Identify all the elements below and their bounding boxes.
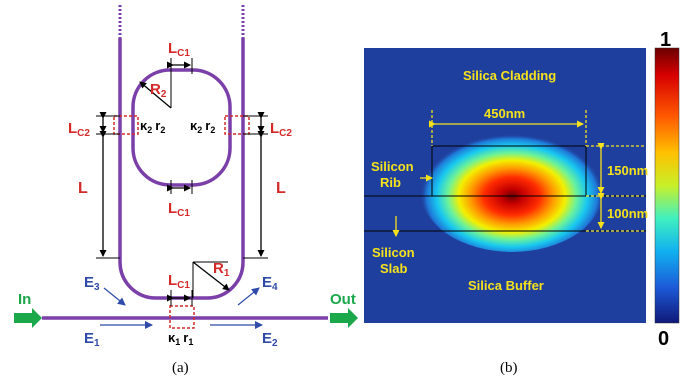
panel-a: In Out LC1 R2 κ2 r2 κ2 r2 LC2 — [14, 5, 358, 376]
mode-profile — [420, 128, 604, 252]
width-dimension: 450nm — [429, 106, 587, 146]
colorbar-min-label: 0 — [658, 328, 669, 350]
coupling-region-bottom — [169, 305, 195, 329]
caption-a: (a) — [172, 360, 189, 376]
input-arrow-icon — [14, 308, 42, 328]
slab-height-dimension: 100nm — [586, 193, 648, 232]
r1-radius: R1 — [192, 260, 230, 298]
e3-arrow — [103, 287, 126, 306]
svg-text:100nm: 100nm — [607, 206, 648, 221]
output-arrow-icon — [330, 308, 358, 328]
e3-label: E3 — [84, 274, 100, 293]
e2-label: E2 — [262, 330, 278, 349]
k1-label: κ1 r1 — [168, 330, 193, 347]
e4-arrow — [237, 287, 260, 306]
l-left-dimension: L — [78, 131, 120, 259]
panel-b: 450nm 150nm 100nm Silica Cladding Silica… — [364, 29, 680, 376]
e1-label: E1 — [84, 330, 100, 349]
svg-text:LC1: LC1 — [168, 272, 190, 291]
in-label: In — [18, 291, 31, 308]
svg-text:L: L — [276, 180, 286, 197]
caption-b: (b) — [500, 360, 518, 376]
svg-text:450nm: 450nm — [484, 106, 525, 121]
e4-label: E4 — [262, 274, 278, 293]
inner-ring — [131, 68, 232, 187]
rib-height-dimension: 150nm — [586, 143, 648, 197]
k2-left-label: κ2 r2 — [140, 118, 165, 135]
l-right-dimension: L — [243, 131, 286, 259]
r2-radius: R2 — [139, 74, 172, 109]
svg-text:LC1: LC1 — [168, 40, 190, 59]
silica-buffer-label: Silica Buffer — [468, 278, 544, 293]
coupling-region-right — [224, 115, 250, 135]
out-label: Out — [330, 291, 356, 308]
svg-text:L: L — [78, 180, 88, 197]
lc1-top-dimension: LC1 — [167, 40, 193, 74]
svg-text:R1: R1 — [213, 260, 230, 279]
k2-right-label: κ2 r2 — [190, 118, 215, 135]
colorbar-max-label: 1 — [660, 29, 671, 51]
lc1-mid-dimension: LC1 — [167, 180, 193, 219]
lc2-right-dimension: LC2 — [243, 112, 292, 139]
silicon-slab-label-1: Silicon — [372, 245, 415, 260]
lc2-left-dimension: LC2 — [68, 112, 120, 139]
silicon-slab-label-2: Slab — [380, 261, 408, 276]
svg-text:R2: R2 — [150, 81, 167, 100]
lc1-bottom-dimension: LC1 — [167, 272, 193, 306]
svg-text:LC2: LC2 — [270, 120, 292, 139]
silica-cladding-label: Silica Cladding — [463, 68, 556, 83]
silicon-rib-label-2: Rib — [380, 175, 401, 190]
silicon-rib-label-1: Silicon — [371, 159, 414, 174]
svg-text:150nm: 150nm — [607, 163, 648, 178]
coupling-region-left — [113, 115, 139, 135]
rib-outline — [431, 145, 587, 197]
svg-text:LC2: LC2 — [68, 120, 90, 139]
colorbar — [654, 47, 680, 324]
svg-text:LC1: LC1 — [168, 200, 190, 219]
